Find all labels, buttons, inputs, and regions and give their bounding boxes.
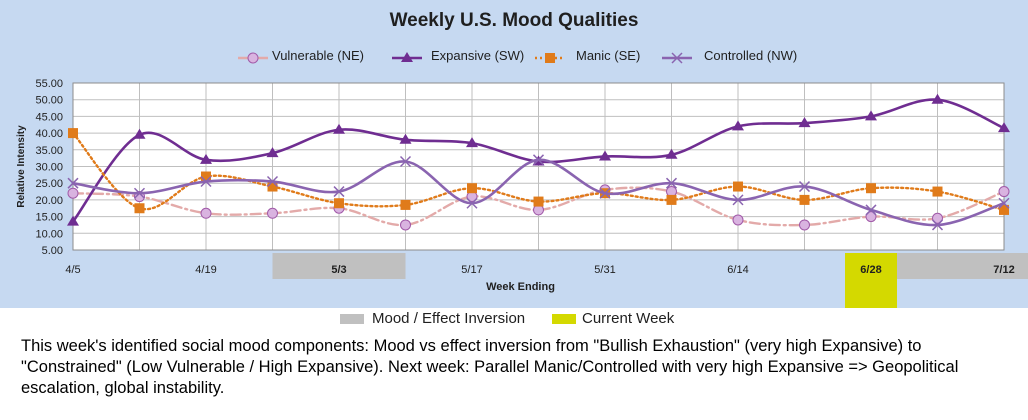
x-tick-label: 5/3 xyxy=(331,264,346,276)
data-point-controlled xyxy=(266,175,279,188)
inversion-box xyxy=(871,253,1028,279)
y-tick-label: 35.00 xyxy=(35,145,63,157)
y-tick-label: 15.00 xyxy=(35,212,63,224)
data-point-controlled xyxy=(732,194,744,206)
data-point-expansive xyxy=(865,110,877,121)
data-point-controlled xyxy=(200,175,212,188)
data-point-controlled xyxy=(399,155,412,168)
legend-marker-vulnerable xyxy=(247,52,259,64)
highlight-legend: Mood / Effect Inversion Current Week xyxy=(0,308,1028,332)
y-axis-label: Relative Intensity xyxy=(16,125,27,208)
x-tick-label: 4/5 xyxy=(65,264,80,276)
legend-label-manic: Manic (SE) xyxy=(576,48,641,63)
y-tick-label: 5.00 xyxy=(42,245,63,257)
current-week-box xyxy=(845,253,897,308)
legend-label-vulnerable: Vulnerable (NE) xyxy=(272,48,365,63)
data-point-expansive xyxy=(333,123,345,134)
y-tick-label: 20.00 xyxy=(35,195,63,207)
data-point-manic xyxy=(733,181,743,192)
data-point-controlled xyxy=(532,154,545,166)
data-point-controlled xyxy=(599,187,611,199)
data-point-controlled xyxy=(67,177,79,189)
data-point-manic xyxy=(134,203,145,214)
y-tick-label: 25.00 xyxy=(35,178,63,190)
caption-text: This week's identified social mood compo… xyxy=(21,337,959,397)
data-point-vulnerable xyxy=(267,207,278,219)
legend-symbols xyxy=(238,52,692,64)
data-point-expansive xyxy=(599,150,611,161)
y-tick-label: 30.00 xyxy=(35,162,63,174)
line-chart: 55.00 50.00 45.00 40.00 35.00 30.00 25.00 20.00… xyxy=(16,78,1028,308)
inversion-legend-label: Mood / Effect Inversion xyxy=(372,310,526,327)
data-point-manic xyxy=(267,181,278,192)
data-point-manic xyxy=(68,128,78,139)
data-point-manic xyxy=(334,198,344,209)
y-tick-label: 40.00 xyxy=(35,128,63,140)
data-point-expansive xyxy=(466,137,478,148)
y-tick-label: 45.00 xyxy=(35,111,63,123)
data-point-manic xyxy=(999,204,1009,215)
data-point-expansive xyxy=(133,128,146,139)
inversion-swatch xyxy=(340,314,364,324)
data-point-vulnerable xyxy=(932,212,943,224)
data-point-expansive xyxy=(998,122,1010,133)
x-tick-label: 5/17 xyxy=(461,264,482,276)
data-point-manic xyxy=(400,199,411,210)
data-point-expansive xyxy=(798,117,811,128)
data-point-manic xyxy=(533,196,544,207)
x-tick-label: 5/31 xyxy=(594,264,615,276)
data-point-vulnerable xyxy=(732,214,744,226)
data-point-controlled xyxy=(133,187,146,199)
data-point-manic xyxy=(467,183,477,194)
data-point-vulnerable xyxy=(400,219,411,231)
chart-title: Weekly U.S. Mood Qualities xyxy=(389,10,639,31)
data-point-controlled xyxy=(333,186,345,198)
x-tick-label: 7/12 xyxy=(993,264,1014,276)
data-point-expansive xyxy=(200,153,212,164)
data-point-manic xyxy=(201,171,211,182)
data-point-expansive xyxy=(732,120,744,131)
data-point-manic xyxy=(866,183,876,194)
legend-marker-controlled xyxy=(671,52,683,64)
current-week-legend-label: Current Week xyxy=(582,310,675,327)
inversion-box xyxy=(272,253,406,279)
y-tick-label: 55.00 xyxy=(35,78,63,90)
data-point-controlled xyxy=(665,177,678,189)
data-point-expansive xyxy=(665,148,678,159)
data-point-manic xyxy=(799,194,810,205)
current-week-swatch xyxy=(552,314,576,324)
x-tick-label: 4/19 xyxy=(195,264,216,276)
data-point-expansive xyxy=(266,147,279,158)
legend-label-expansive: Expansive (SW) xyxy=(431,48,525,63)
x-tick-label: 6/14 xyxy=(727,264,748,276)
y-tick-label: 50.00 xyxy=(35,95,63,107)
data-point-controlled xyxy=(865,204,877,216)
legend-label-controlled: Controlled (NW) xyxy=(704,48,798,63)
data-point-controlled xyxy=(798,181,811,193)
data-point-manic xyxy=(932,186,943,197)
data-point-vulnerable xyxy=(799,219,810,231)
data-point-expansive xyxy=(67,215,79,226)
data-point-vulnerable xyxy=(865,211,877,223)
data-point-manic xyxy=(666,194,677,205)
data-point-controlled xyxy=(466,197,478,209)
data-point-controlled xyxy=(931,219,944,231)
chart-legend: Vulnerable (NE) Expansive (SW) Manic (SE… xyxy=(0,48,1028,68)
data-point-expansive xyxy=(931,93,944,104)
chart-panel: 55.00 50.00 45.00 40.00 35.00 30.00 25.00 20.00… xyxy=(0,0,1028,308)
x-axis-label: Week Ending xyxy=(486,281,555,293)
data-point-expansive xyxy=(399,133,412,144)
y-tick-label: 10.00 xyxy=(35,228,63,240)
data-point-vulnerable xyxy=(998,186,1010,198)
plot-border xyxy=(72,82,1005,251)
legend-marker-expansive xyxy=(401,52,413,62)
data-point-vulnerable xyxy=(200,207,212,219)
legend-marker-manic xyxy=(545,53,555,63)
series-line-vulnerable xyxy=(71,186,1006,227)
x-tick-label: 6/28 xyxy=(860,264,881,276)
data-point-vulnerable xyxy=(67,187,79,199)
data-point-controlled xyxy=(998,197,1010,209)
